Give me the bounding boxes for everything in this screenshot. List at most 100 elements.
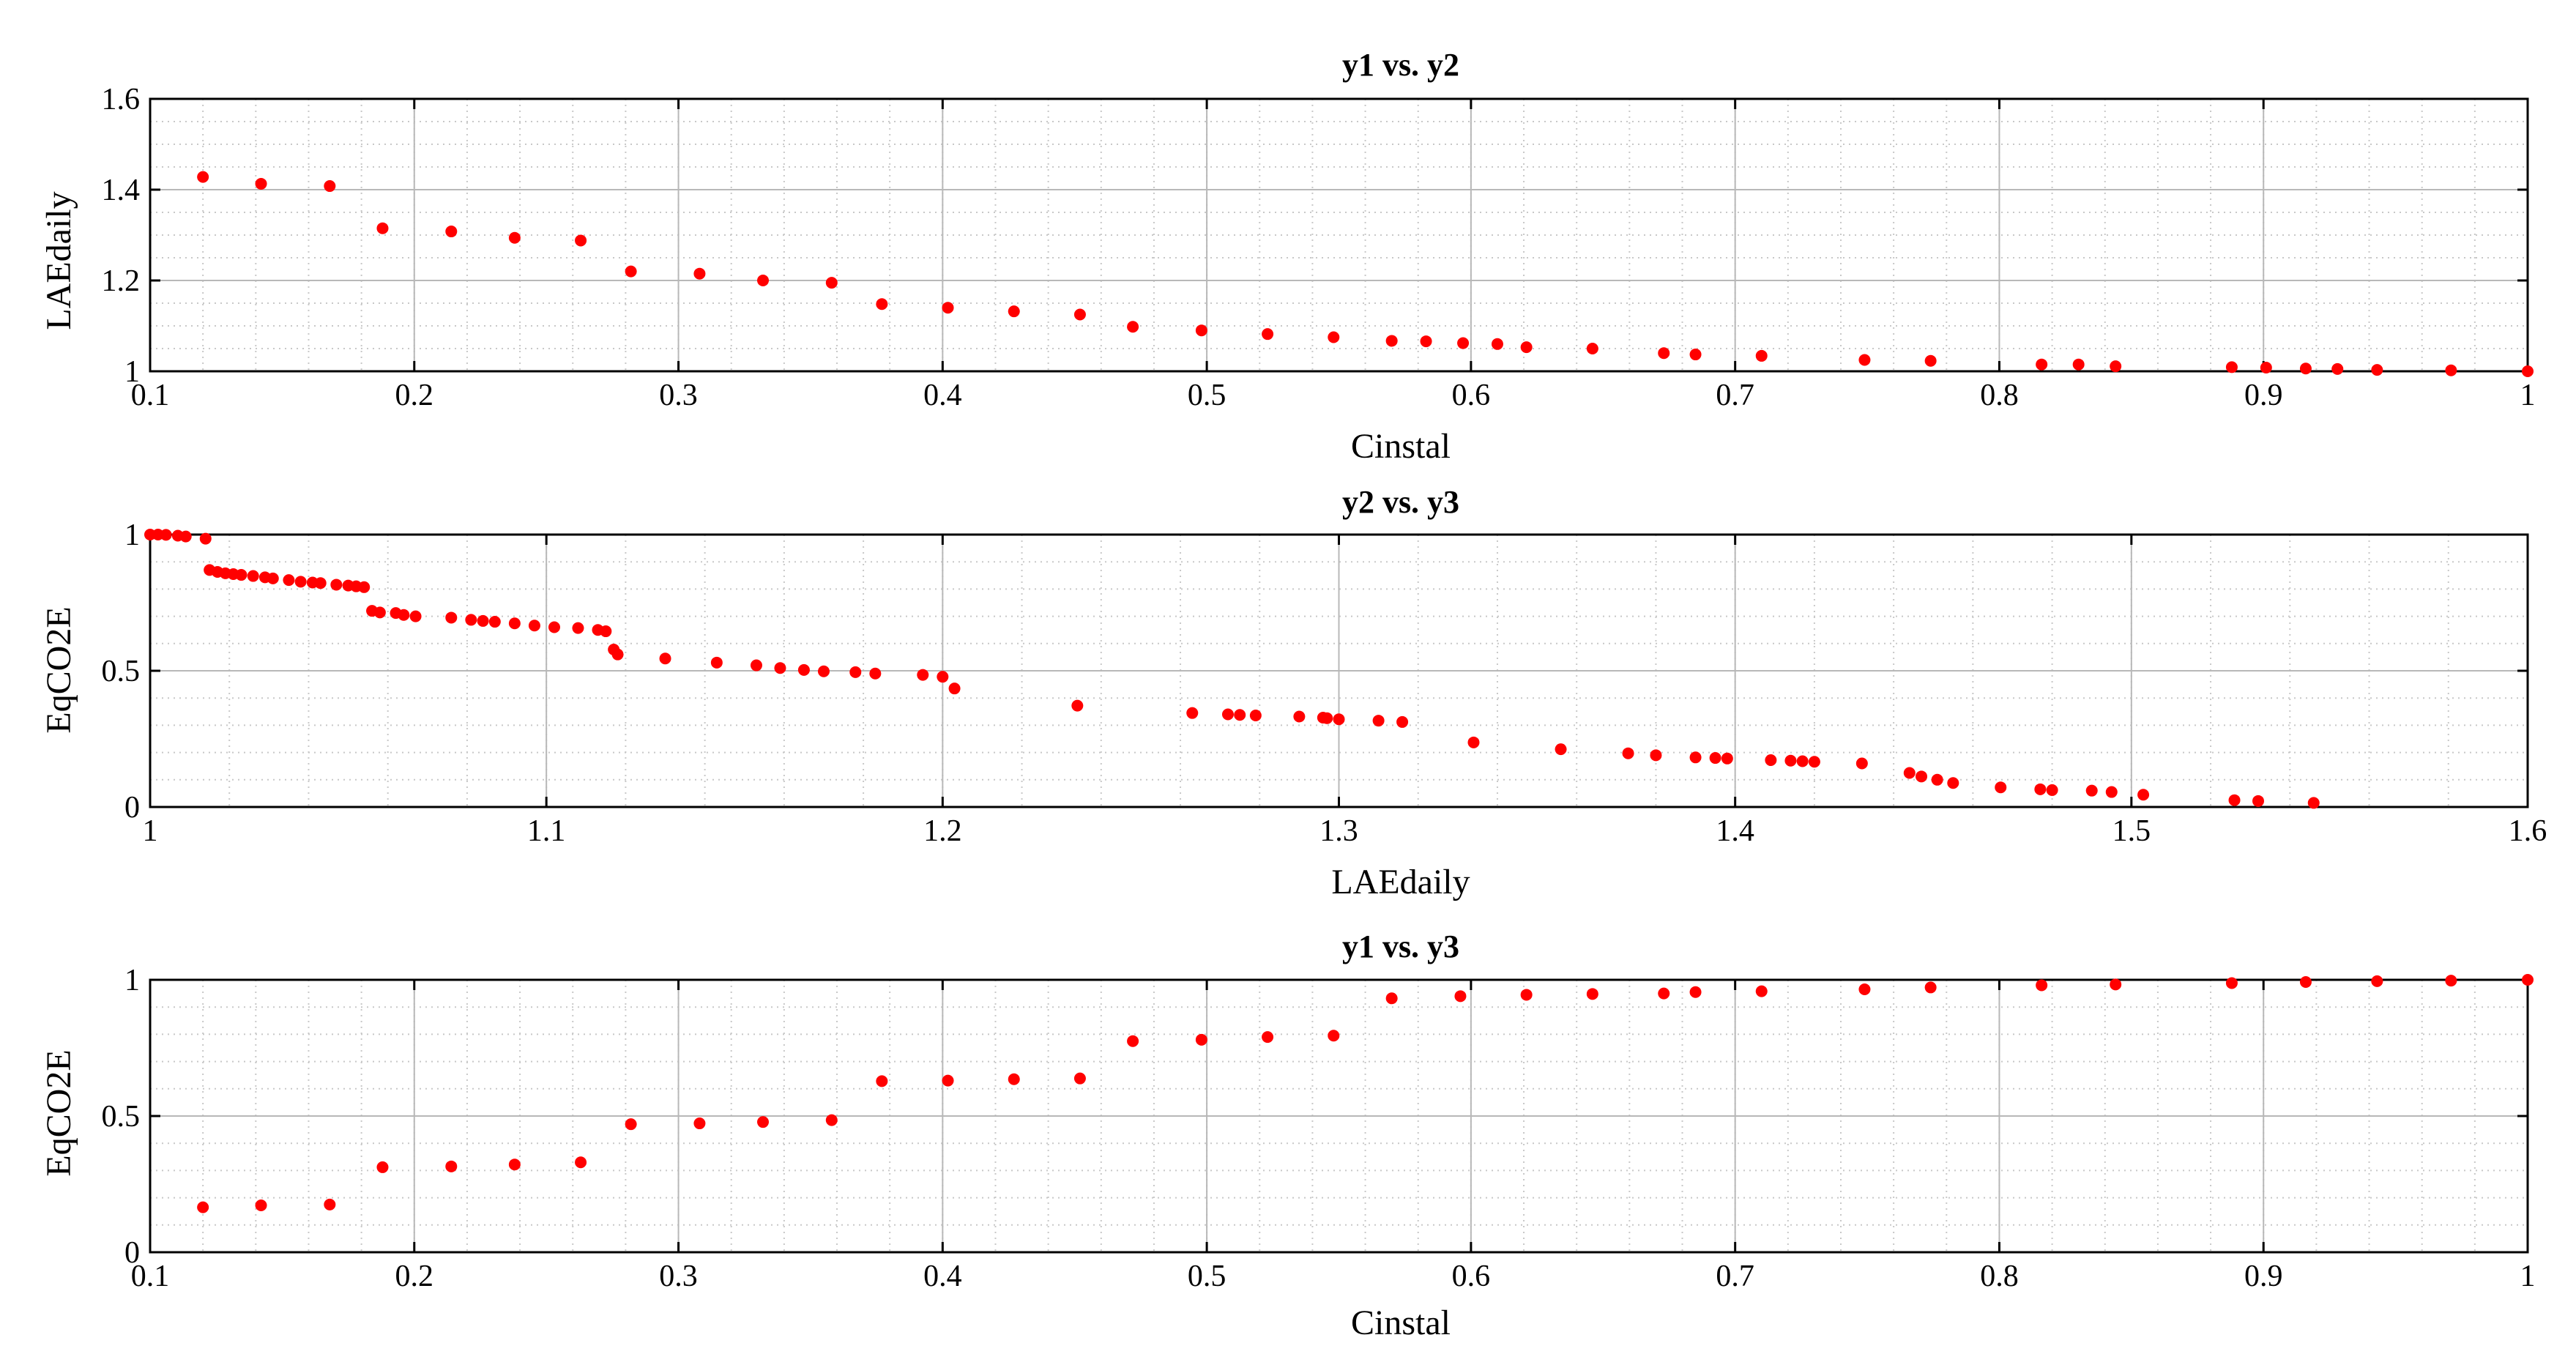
data-point — [373, 606, 386, 619]
data-point — [160, 529, 172, 541]
data-point — [572, 622, 584, 634]
data-point — [948, 682, 961, 695]
data-point — [445, 611, 458, 624]
data-point — [2085, 784, 2098, 797]
data-point — [445, 1160, 458, 1172]
data-point — [750, 659, 762, 672]
data-point — [1520, 341, 1533, 354]
data-point — [2522, 974, 2534, 986]
data-point — [1658, 987, 1670, 1000]
chart-title: y1 vs. y2 — [1342, 47, 1459, 83]
x-axis-label: Cinstal — [1351, 427, 1451, 466]
chart-title: y2 vs. y3 — [1342, 484, 1459, 520]
x-tick-label: 1.1 — [527, 814, 566, 848]
data-point — [1855, 757, 1868, 770]
data-point — [1721, 752, 1733, 765]
data-point — [2252, 795, 2265, 807]
data-point — [1195, 324, 1207, 337]
data-point — [625, 1118, 637, 1131]
x-tick-label: 0.1 — [131, 379, 170, 412]
data-point — [757, 275, 770, 286]
data-point — [1328, 331, 1340, 343]
x-tick-label: 0.2 — [395, 379, 434, 412]
data-point — [1420, 335, 1432, 348]
data-point — [358, 581, 371, 593]
data-point — [1903, 767, 1916, 779]
y-axis-label: EqCO2E — [40, 1049, 78, 1176]
data-point — [1262, 1031, 1274, 1044]
data-point — [659, 652, 671, 665]
data-point — [294, 576, 307, 588]
data-point — [757, 1116, 770, 1128]
data-point — [575, 1156, 587, 1169]
y-tick-label: 1 — [124, 964, 140, 997]
x-tick-label: 0.5 — [1188, 1260, 1226, 1293]
data-point — [1755, 349, 1768, 362]
data-point — [235, 569, 247, 581]
x-tick-label: 0.3 — [659, 379, 698, 412]
x-tick-label: 0.4 — [923, 1260, 962, 1293]
data-point — [2110, 978, 2122, 991]
data-point — [548, 621, 560, 633]
data-point — [1916, 770, 1928, 783]
x-axis-label: Cinstal — [1351, 1303, 1451, 1342]
x-tick-label: 0.7 — [1716, 379, 1754, 412]
data-point — [1924, 981, 1937, 994]
data-point — [2307, 797, 2320, 809]
data-point — [2036, 979, 2048, 992]
data-point — [1755, 985, 1768, 997]
data-point — [2371, 364, 2383, 376]
data-point — [477, 614, 489, 627]
data-point — [1071, 699, 1084, 712]
data-point — [917, 669, 929, 681]
y-tick-label: 1 — [124, 355, 140, 389]
chart-title: y1 vs. y3 — [1342, 929, 1459, 964]
data-point — [1931, 773, 1943, 786]
data-point — [1467, 736, 1480, 748]
x-axis-label: LAEdaily — [1331, 863, 1470, 901]
data-point — [255, 177, 267, 190]
data-point — [2072, 358, 2085, 371]
data-point — [376, 1161, 389, 1173]
data-point — [2228, 794, 2241, 806]
data-point — [2225, 361, 2238, 373]
x-tick-label: 0.9 — [2244, 379, 2283, 412]
data-point — [1073, 1072, 1086, 1085]
data-point — [1385, 335, 1398, 347]
data-point — [2299, 975, 2312, 988]
data-point — [1586, 988, 1598, 1000]
data-point — [611, 648, 624, 661]
data-point — [1586, 343, 1598, 354]
data-point — [398, 609, 410, 621]
data-point — [1127, 321, 1139, 333]
data-point — [1650, 749, 1662, 762]
data-point — [1127, 1035, 1139, 1047]
data-point — [1372, 715, 1385, 727]
x-tick-label: 0.6 — [1452, 1260, 1491, 1293]
x-tick-label: 0.6 — [1452, 379, 1491, 412]
data-point — [1186, 707, 1199, 719]
data-point — [693, 267, 706, 280]
data-point — [1709, 752, 1721, 765]
data-point — [1555, 743, 1567, 756]
data-point — [2371, 975, 2383, 987]
data-series — [197, 171, 2534, 377]
data-point — [876, 1075, 888, 1087]
x-tick-label: 0.1 — [131, 1260, 170, 1293]
data-point — [1262, 328, 1274, 341]
data-point — [197, 171, 209, 183]
data-point — [488, 616, 501, 628]
data-point — [324, 1198, 336, 1210]
data-series — [197, 974, 2534, 1213]
data-point — [1008, 1073, 1020, 1085]
y-axis-label: LAEdaily — [40, 191, 78, 330]
data-point — [179, 530, 192, 543]
data-point — [1328, 1030, 1340, 1042]
data-point — [1689, 751, 1702, 764]
y-axis-label: EqCO2E — [40, 606, 78, 733]
data-point — [1249, 710, 1262, 722]
x-tick-label: 1.5 — [2112, 814, 2151, 848]
data-point — [1491, 338, 1503, 350]
data-point — [1689, 349, 1702, 361]
